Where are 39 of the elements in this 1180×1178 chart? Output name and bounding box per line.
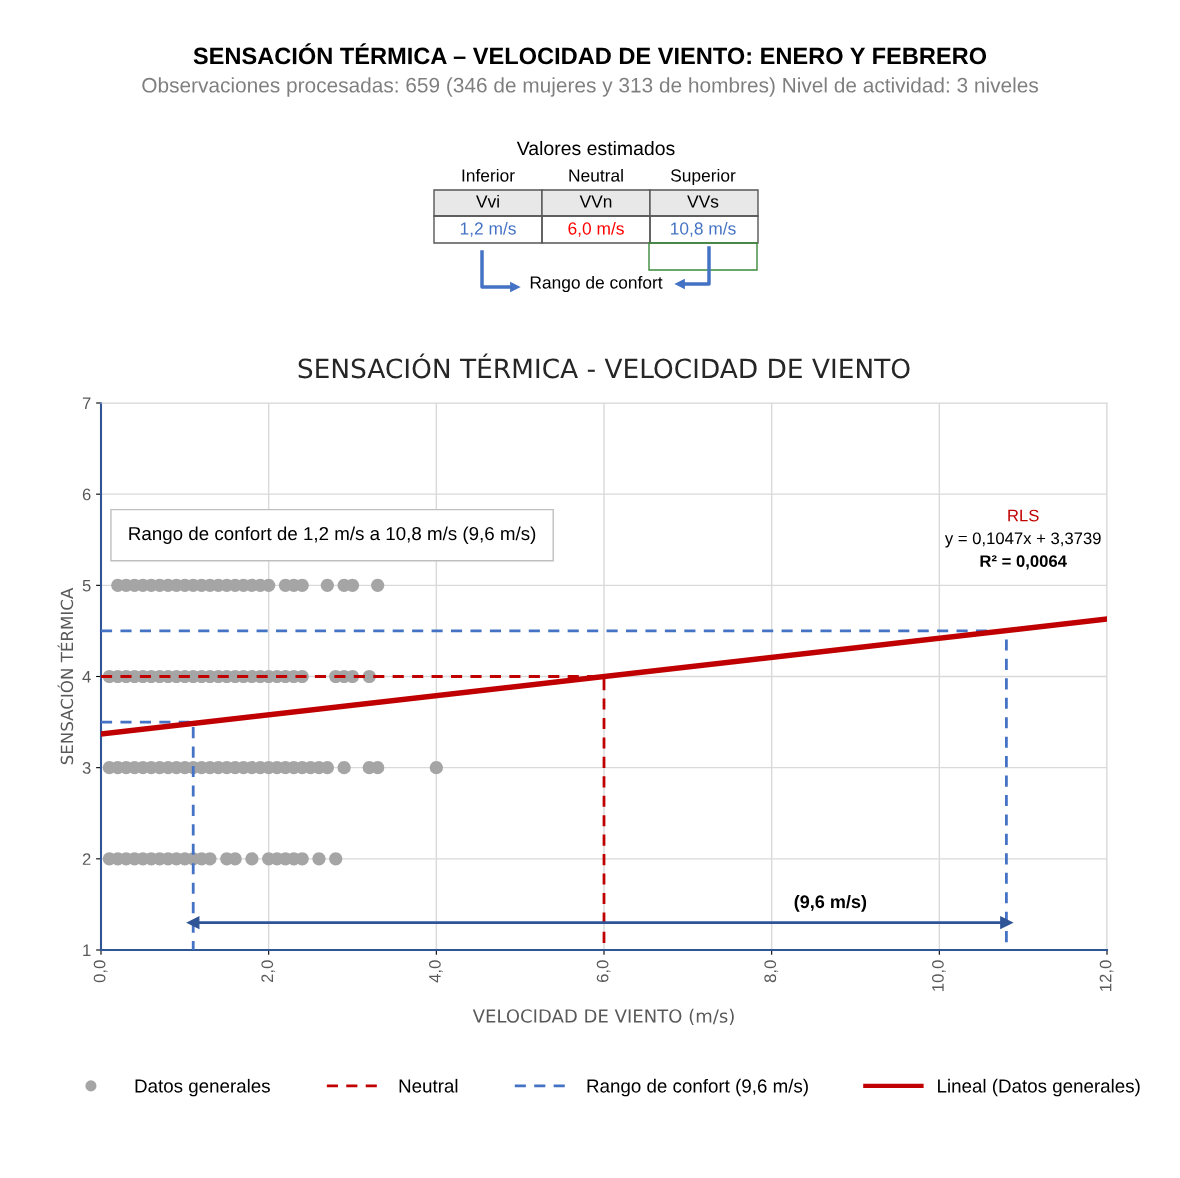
y-axis-title: SENSACIÓN TÉRMICA: [57, 587, 74, 765]
y-tick-label: 2: [82, 853, 91, 865]
x-tick-label: 10,0: [932, 960, 946, 991]
y-tick-label: 5: [82, 579, 91, 592]
legend-label: Rango de confort (9,6 m/s): [587, 1078, 808, 1097]
annotation: R² = 0,0064: [980, 555, 1067, 570]
text: 6,0 m/s: [568, 221, 624, 237]
text: 10,8 m/s: [671, 221, 736, 237]
annotation: y = 0,1047x + 3,3739: [944, 532, 1101, 548]
text: Inferior: [462, 168, 515, 182]
text: Vvi: [476, 194, 499, 208]
text: 1,2 m/s: [460, 221, 516, 237]
text: Superior: [670, 168, 736, 186]
x-tick-label: 4,0: [429, 960, 443, 983]
text: Neutral: [569, 168, 623, 182]
text: VVn: [579, 195, 612, 208]
y-tick-label: 3: [82, 762, 91, 774]
text: Valores estimados: [516, 140, 675, 156]
legend-label: Lineal (Datos generales): [938, 1078, 1140, 1097]
text: Observaciones procesadas: 659 (346 de mujeres y 313 de hombres) Nivel de actividad: 3 niveles: [142, 77, 1039, 97]
x-tick-label: 12,0: [1099, 960, 1114, 991]
text: SENSACIÓN TÉRMICA – VELOCIDAD DE VIENTO: ENERO Y FEBRERO: [193, 43, 987, 65]
text: VVs: [687, 195, 719, 208]
legend-label: Datos generales: [135, 1078, 270, 1097]
legend-label: Neutral: [399, 1078, 458, 1093]
y-tick-label: 7: [82, 397, 91, 410]
annotation: (9,6 m/s): [794, 894, 867, 912]
annotation: RLS: [1008, 509, 1039, 522]
x-tick-label: 8,0: [764, 960, 779, 983]
annotation: Rango de confort de 1,2 m/s a 10,8 m/s (9,6 m/s): [129, 526, 536, 544]
x-axis-title: VELOCIDAD DE VIENTO (m/s): [472, 1008, 734, 1025]
x-tick-label: 0,0: [93, 960, 108, 983]
chart-title: SENSACIÓN TÉRMICA - VELOCIDAD DE VIENTO: [298, 353, 910, 379]
y-tick-label: 1: [83, 944, 91, 957]
text: Rango de confort: [530, 275, 663, 293]
y-tick-label: 6: [82, 488, 91, 501]
x-tick-label: 2,0: [261, 960, 276, 983]
x-tick-label: 6,0: [596, 960, 611, 983]
y-tick-label: 4: [82, 671, 91, 683]
